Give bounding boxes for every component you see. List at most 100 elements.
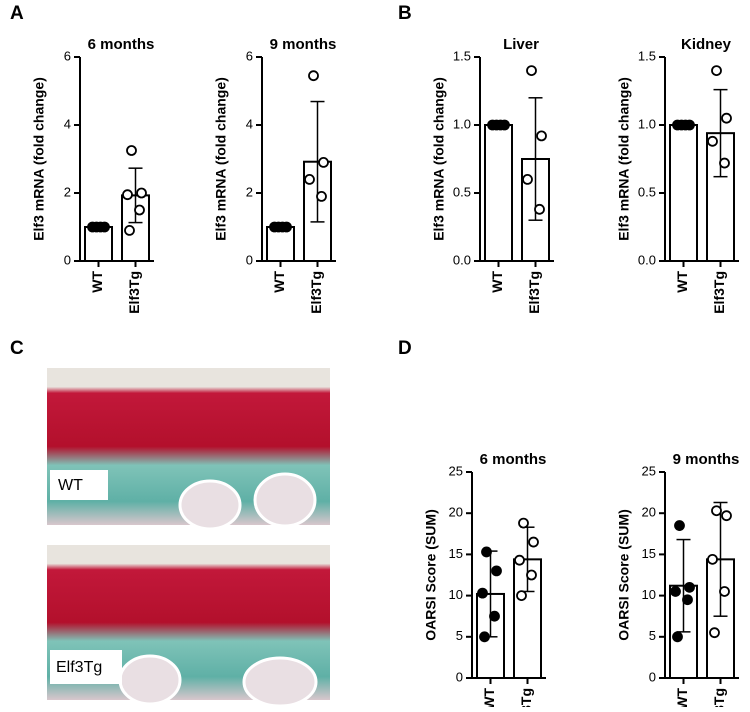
chart-title: 9 months — [673, 451, 740, 468]
panel-label: D — [398, 338, 412, 359]
y-tick-label: 0 — [246, 252, 253, 267]
data-point — [684, 119, 695, 131]
y-tick-label: 5 — [456, 628, 463, 643]
image-label: Elf3Tg — [56, 659, 102, 676]
y-tick-label: 6 — [64, 48, 71, 63]
data-point — [499, 119, 510, 131]
chart-title: 9 months — [270, 36, 337, 53]
y-tick-label: 0.5 — [453, 184, 471, 199]
y-tick-label: 20 — [642, 505, 656, 520]
y-tick-label: 20 — [449, 505, 463, 520]
data-point — [126, 145, 137, 156]
y-tick-label: 2 — [246, 184, 253, 199]
data-point — [281, 221, 292, 233]
data-point — [481, 546, 492, 558]
data-point — [122, 189, 133, 201]
chart-title: Kidney — [681, 36, 732, 53]
x-tick-label: Elf3Tg — [126, 271, 142, 314]
y-tick-label: 1.5 — [453, 48, 471, 63]
y-tick-label: 25 — [449, 463, 463, 478]
y-tick-label: 0 — [456, 669, 463, 684]
bar — [484, 124, 513, 262]
x-tick-label: Elf3Tg — [711, 688, 727, 707]
y-tick-label: 10 — [642, 587, 656, 602]
x-tick-label: WT — [674, 271, 690, 293]
x-tick-label: WT — [481, 688, 497, 707]
y-tick-label: 10 — [449, 587, 463, 602]
marrow-space — [178, 479, 242, 531]
data-point — [99, 221, 110, 233]
data-point — [518, 517, 529, 529]
data-point — [514, 554, 525, 566]
y-tick-label: 0.0 — [638, 252, 656, 267]
chart-title: Liver — [503, 36, 539, 53]
y-axis-label: Elf3 mRNA (fold change) — [31, 77, 47, 241]
data-point — [719, 157, 730, 169]
data-point — [721, 510, 732, 522]
x-tick-label: WT — [674, 688, 690, 707]
x-tick-label: Elf3Tg — [518, 688, 534, 707]
x-tick-label: Elf3Tg — [526, 271, 542, 314]
x-tick-label: WT — [489, 271, 505, 293]
marrow-space — [118, 654, 182, 706]
x-tick-label: WT — [89, 271, 105, 293]
data-point — [711, 505, 722, 517]
data-point — [124, 224, 135, 236]
data-point — [534, 203, 545, 215]
data-point — [318, 156, 329, 168]
data-point — [709, 627, 720, 639]
y-tick-label: 15 — [449, 546, 463, 561]
bar — [669, 124, 698, 262]
x-tick-label: WT — [271, 271, 287, 293]
y-axis-label: Elf3 mRNA (fold change) — [616, 77, 632, 241]
y-axis-label: Elf3 mRNA (fold change) — [431, 77, 447, 241]
y-tick-label: 4 — [246, 116, 253, 131]
y-tick-label: 1.0 — [638, 116, 656, 131]
y-tick-label: 6 — [246, 48, 253, 63]
y-tick-label: 0.5 — [638, 184, 656, 199]
data-point — [516, 590, 527, 601]
y-tick-label: 0.0 — [453, 252, 471, 267]
data-point — [134, 204, 145, 216]
data-point — [479, 631, 490, 643]
data-point — [682, 594, 693, 606]
data-point — [528, 536, 539, 548]
data-point — [707, 553, 718, 565]
image-label-box — [50, 470, 108, 500]
y-tick-label: 25 — [642, 463, 656, 478]
marrow-space — [242, 656, 318, 708]
data-point — [304, 173, 315, 185]
panel-label: B — [398, 3, 412, 24]
y-tick-label: 2 — [64, 184, 71, 199]
data-point — [536, 130, 547, 142]
y-axis-label: Elf3 mRNA (fold change) — [213, 77, 229, 241]
data-point — [477, 587, 488, 599]
data-point — [674, 520, 685, 531]
data-point — [522, 173, 533, 185]
panel-label: A — [10, 3, 24, 24]
data-point — [308, 70, 319, 82]
y-tick-label: 1.5 — [638, 48, 656, 63]
data-point — [491, 565, 502, 577]
image-label: WT — [58, 477, 83, 494]
y-axis-label: OARSI Score (SUM) — [616, 509, 632, 640]
marrow-space — [253, 472, 317, 528]
data-point — [707, 135, 718, 147]
data-point — [670, 586, 681, 597]
y-tick-label: 0 — [649, 669, 656, 684]
y-axis-label: OARSI Score (SUM) — [423, 509, 439, 640]
x-tick-label: Elf3Tg — [308, 271, 324, 314]
chart-title: 6 months — [480, 451, 547, 468]
bar — [84, 226, 113, 262]
data-point — [684, 581, 695, 593]
bar — [266, 226, 295, 262]
data-point — [316, 190, 327, 202]
data-point — [136, 187, 147, 199]
x-tick-label: Elf3Tg — [711, 271, 727, 314]
y-tick-label: 4 — [64, 116, 71, 131]
y-tick-label: 1.0 — [453, 116, 471, 131]
data-point — [526, 65, 537, 76]
panel-label: C — [10, 338, 24, 359]
data-point — [489, 610, 500, 622]
